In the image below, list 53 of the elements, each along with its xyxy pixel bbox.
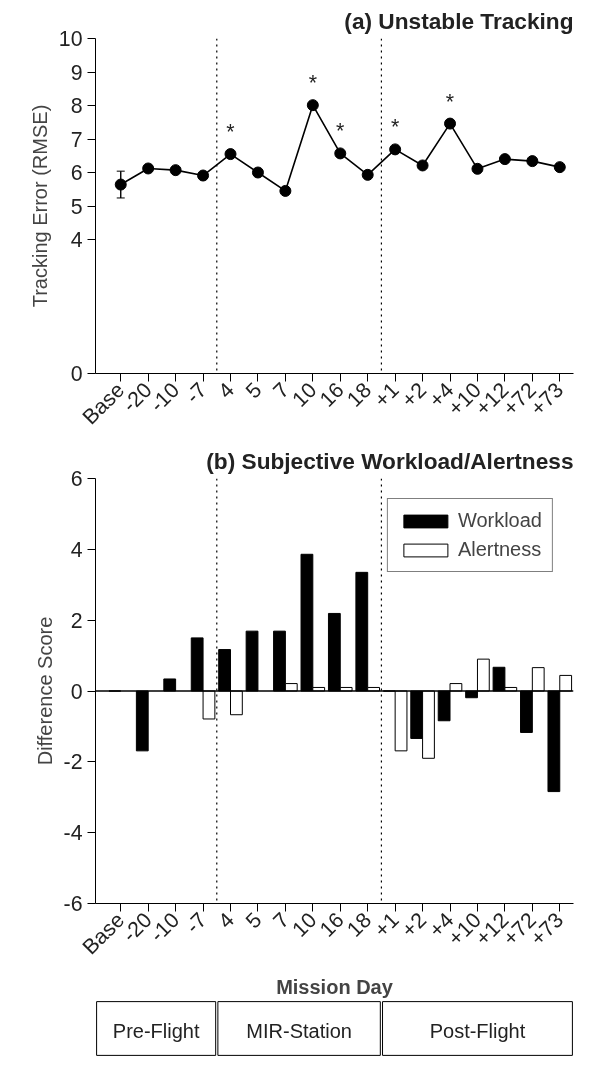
text: Pre-Flight <box>112 1020 200 1043</box>
chart-title: (a) Unstable Tracking <box>344 7 574 34</box>
point <box>251 166 264 179</box>
y-tick-label: 8 <box>70 94 83 118</box>
y-tick-label: 0 <box>70 362 83 386</box>
y-tick-label: -4 <box>63 821 83 846</box>
point <box>361 168 374 181</box>
y-tick-label: 9 <box>70 60 83 85</box>
point <box>553 161 566 174</box>
y-tick-label: 4 <box>70 228 83 252</box>
x-tick-label: 4 <box>213 377 240 404</box>
legend-label: Alertness <box>457 538 542 561</box>
annotation: * <box>226 120 235 145</box>
text: Post-Flight <box>429 1020 526 1043</box>
y-tick-label: 7 <box>70 127 83 152</box>
point <box>416 159 429 172</box>
y-tick-label: 0 <box>70 679 83 704</box>
annotation: * <box>336 119 345 144</box>
y-tick-label: 6 <box>70 161 83 185</box>
point <box>444 117 457 130</box>
point <box>224 148 237 161</box>
point <box>197 169 210 182</box>
y-tick-label: -6 <box>63 892 83 916</box>
y-axis-title: Tracking Error (RMSE) <box>28 104 51 308</box>
y-axis-title: Difference Score <box>33 616 56 766</box>
annotation: * <box>308 71 317 96</box>
y-tick-label: 5 <box>70 194 83 219</box>
point <box>142 162 155 175</box>
annotation: * <box>390 115 400 140</box>
point <box>279 184 292 197</box>
point <box>498 153 511 166</box>
legend-label: Workload <box>457 509 542 532</box>
x-tick-label: -7 <box>181 908 212 939</box>
x-tick-label: -7 <box>181 378 212 409</box>
point <box>334 147 347 160</box>
point <box>389 143 402 156</box>
x-tick-label: 5 <box>241 908 267 934</box>
x-tick-label: 4 <box>213 907 240 934</box>
y-tick-label: 10 <box>58 27 83 51</box>
point <box>526 155 539 168</box>
x-tick-label: 5 <box>241 378 267 404</box>
annotation: * <box>445 89 455 114</box>
y-tick-label: 2 <box>70 608 83 633</box>
point <box>306 99 319 112</box>
y-tick-label: 4 <box>70 537 83 562</box>
chart-title: (b) Subjective Workload/Alertness <box>206 447 574 474</box>
point <box>169 164 182 177</box>
x-axis-title: Mission Day <box>276 975 394 998</box>
point <box>471 162 484 175</box>
y-tick-label: -2 <box>63 750 83 775</box>
y-tick-label: 6 <box>70 467 83 491</box>
point <box>114 178 127 191</box>
text: MIR-Station <box>246 1020 352 1043</box>
